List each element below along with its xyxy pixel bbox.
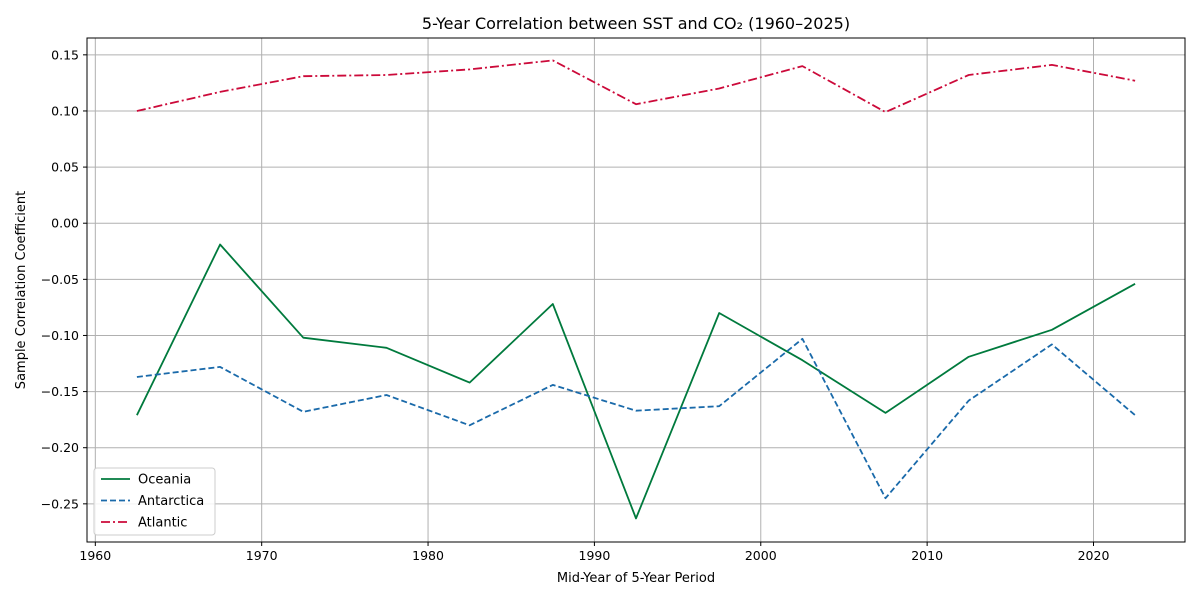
x-tick-label: 1980 — [412, 548, 444, 563]
grid-lines — [87, 38, 1185, 542]
series-line-oceania — [136, 243, 1136, 520]
chart-title: 5-Year Correlation between SST and CO₂ (… — [422, 14, 850, 33]
series-layer — [136, 59, 1136, 520]
y-tick-label: 0.00 — [51, 216, 79, 231]
y-tick-label: −0.15 — [41, 384, 79, 399]
legend-box — [93, 467, 216, 536]
y-tick-label: −0.10 — [41, 328, 79, 343]
y-tick-label: −0.05 — [41, 272, 79, 287]
legend-label-atlantic: Atlantic — [138, 516, 187, 531]
series-line-antarctica — [136, 337, 1136, 500]
x-tick-label: 1970 — [246, 548, 278, 563]
series-line-atlantic — [136, 59, 1136, 113]
y-tick-label: 0.15 — [51, 47, 79, 62]
x-axis-label: Mid-Year of 5-Year Period — [557, 571, 715, 586]
legend: Oceania Antarctica Atlantic — [93, 467, 216, 536]
y-tick-label: −0.25 — [41, 496, 79, 511]
plot-frame — [86, 37, 1186, 543]
x-tick-label: 1990 — [579, 548, 611, 563]
legend-label-oceania: Oceania — [138, 473, 191, 488]
x-tick-label: 1960 — [79, 548, 111, 563]
x-tick-label: 2020 — [1078, 548, 1110, 563]
x-tick-label: 2000 — [745, 548, 777, 563]
y-tick-label: −0.20 — [41, 440, 79, 455]
x-axis: 1960 1970 1980 1990 2000 2010 2020 — [79, 542, 1109, 563]
y-axis-label: Sample Correlation Coefficient — [14, 191, 29, 389]
legend-label-antarctica: Antarctica — [138, 494, 204, 509]
y-tick-label: 0.05 — [51, 160, 79, 175]
y-tick-label: 0.10 — [51, 103, 79, 118]
x-tick-label: 2010 — [911, 548, 943, 563]
y-axis: −0.25 −0.20 −0.15 −0.10 −0.05 0.00 0.05 0.10 0.1… — [41, 47, 87, 511]
